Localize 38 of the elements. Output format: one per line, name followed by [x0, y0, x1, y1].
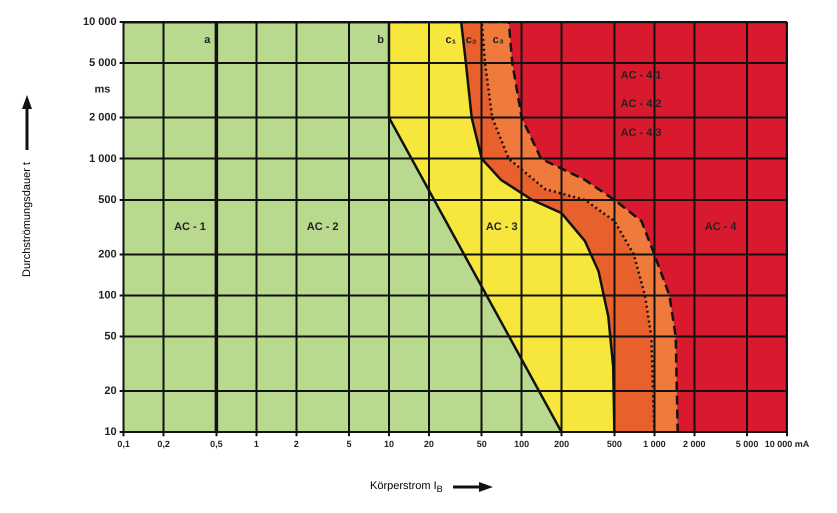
y-tick-label: 100 — [98, 290, 117, 302]
x-tick-label: 0,2 — [157, 439, 170, 450]
series-label: c₁ — [445, 34, 457, 46]
x-tick-label: 20 — [424, 439, 434, 450]
x-tick-label: 100 — [514, 439, 530, 450]
y-tick-label: 200 — [98, 248, 117, 260]
y-tick-label: 500 — [98, 194, 117, 206]
annotation: AC - 4 — [704, 221, 738, 234]
x-tick-label: 1 — [254, 439, 259, 450]
y-axis-title: Durchströmungsdauer t — [21, 162, 33, 277]
y-tick-label: 10 — [104, 426, 117, 438]
ref-line-label: a — [204, 34, 212, 46]
x-tick-label: 50 — [476, 439, 487, 450]
x-tick-label: 0,1 — [117, 439, 130, 450]
series-label: c₂ — [466, 34, 477, 46]
x-tick-label: 5 — [346, 439, 352, 450]
x-tick-label: 2 000 — [683, 439, 706, 450]
y-tick-label: 2 000 — [89, 112, 117, 124]
x-tick-label: 5 000 — [736, 439, 758, 450]
y-tick-label: 10 000 — [82, 16, 117, 28]
x-tick-label: 10 000 mA — [764, 439, 810, 450]
x-tick-label: 2 — [294, 439, 299, 450]
annotation: AC - 1 — [174, 221, 206, 234]
x-tick-label: 200 — [554, 439, 570, 450]
y-tick-label: 1 000 — [89, 152, 117, 165]
x-tick-label: 500 — [606, 439, 622, 450]
text: ms — [94, 84, 110, 96]
series-label: c₃ — [492, 34, 504, 46]
x-tick-label: 10 — [384, 439, 394, 450]
series-label: b — [377, 34, 384, 46]
y-tick-label: 5 000 — [89, 57, 117, 70]
annotation: AC - 3 — [486, 221, 518, 234]
annotation: AC - 2 — [306, 221, 339, 234]
x-axis-title: Körperstrom I$_{B}$ — [370, 480, 443, 494]
x-tick-label: 0,5 — [210, 439, 223, 450]
x-tick-label: 1 000 — [643, 439, 666, 450]
y-tick-label: 20 — [104, 385, 117, 398]
y-tick-label: 50 — [104, 330, 117, 343]
